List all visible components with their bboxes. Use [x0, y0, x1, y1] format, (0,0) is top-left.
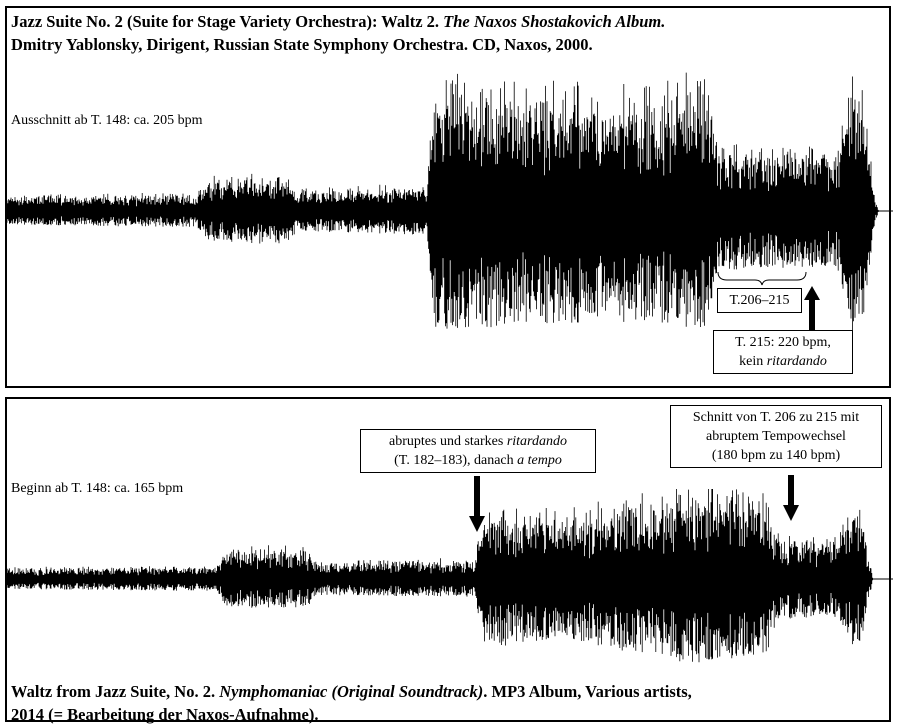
bottom-title-text: Waltz from Jazz Suite, No. 2. [11, 682, 220, 701]
top-panel: Jazz Suite No. 2 (Suite for Stage Variet… [5, 6, 893, 388]
a-tempo-term: a tempo [517, 453, 562, 468]
excerpt-note: Ausschnitt ab T. 148: ca. 205 bpm [11, 113, 203, 128]
top-title-performers: Dmitry Yablonsky, Dirigent, Russian Stat… [11, 35, 593, 54]
up-arrow-icon [804, 286, 820, 332]
tempo-215-line1: T. 215: 220 bpm, [735, 335, 831, 350]
ritardando-line1: abruptes und starkes [389, 434, 507, 449]
tempo-215-note: T. 215: 220 bpm, kein ritardando [713, 330, 853, 374]
bottom-title-note: 2014 (= Bearbeitung der Naxos-Aufnahme). [11, 705, 319, 724]
bar-range-brace [717, 271, 807, 286]
ritardando-line2: (T. 182–183), danach [394, 453, 518, 468]
bar-range-label: T.206–215 [717, 288, 802, 313]
bottom-title-album: Nymphomaniac (Original Soundtrack) [219, 682, 484, 701]
bottom-panel: Beginn ab T. 148: ca. 165 bpm abruptes u… [5, 397, 893, 724]
ritardando-note: abruptes und starkes ritardando (T. 182–… [360, 429, 596, 473]
top-title-text: Jazz Suite No. 2 (Suite for Stage Variet… [11, 12, 444, 31]
bottom-waveform [7, 489, 893, 663]
bottom-title-format: . MP3 Album, Various artists, [483, 682, 692, 701]
bottom-panel-title: Waltz from Jazz Suite, No. 2. Nymphomani… [11, 680, 692, 726]
top-panel-title: Jazz Suite No. 2 (Suite for Stage Variet… [11, 10, 665, 56]
start-note: Beginn ab T. 148: ca. 165 bpm [11, 481, 184, 496]
cut-line3: (180 bpm zu 140 bpm) [711, 448, 841, 463]
top-title-album: The Naxos Shostakovich Album. [443, 12, 666, 31]
ritardando-term: ritardando [506, 434, 567, 449]
cut-line1: Schnitt von T. 206 zu 215 mit [692, 410, 860, 425]
cut-note: Schnitt von T. 206 zu 215 mit abruptem T… [670, 405, 882, 468]
down-arrow-icon [783, 475, 799, 521]
tempo-215-ritardando: ritardando [766, 354, 827, 369]
cut-line2: abruptem Tempowechsel [706, 429, 846, 444]
down-arrow-icon [469, 476, 485, 532]
tempo-215-line2: kein [739, 354, 767, 369]
top-waveform [7, 72, 893, 331]
